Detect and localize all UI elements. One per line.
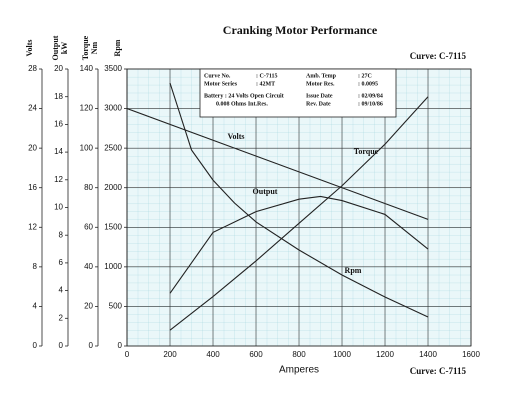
y-tick-label: 12 [28, 222, 37, 231]
series-label: Volts [227, 132, 244, 141]
x-tick-label: 1000 [333, 350, 351, 359]
y-tick-label: 20 [28, 143, 37, 152]
y-tick-label: 8 [59, 230, 64, 239]
y-tick-label: 16 [54, 120, 63, 129]
y-tick-label: 100 [80, 143, 94, 152]
series-label: Torque [354, 147, 379, 156]
info-text: : 02/09/84 [358, 93, 383, 99]
y-tick-label: 0 [89, 341, 94, 350]
y-tick-label: 18 [54, 92, 63, 101]
x-tick-label: 0 [125, 350, 130, 359]
x-tick-label: 200 [163, 350, 177, 359]
x-tick-label: 600 [249, 350, 263, 359]
y-tick-label: 2 [59, 313, 64, 322]
x-tick-label: 1600 [462, 350, 480, 359]
series-label: Rpm [345, 266, 362, 275]
info-text: : 42MT [256, 81, 275, 87]
y-tick-label: 16 [28, 183, 37, 192]
info-text: Motor Series [204, 81, 238, 87]
y-tick-label: 8 [33, 262, 38, 271]
info-text: Motor Res. [306, 81, 335, 87]
x-tick-label: 800 [292, 350, 306, 359]
info-text: Issue Date [306, 93, 333, 99]
series-line [169, 82, 429, 318]
series-label: Output [253, 187, 278, 196]
y-tick-label: 20 [84, 302, 93, 311]
y-tick-label: 140 [80, 64, 94, 73]
y-tick-label: 40 [84, 262, 93, 271]
x-tick-label: 1200 [376, 350, 394, 359]
x-tick-label: 1400 [419, 350, 437, 359]
y-tick-label: 2500 [104, 143, 122, 152]
y-tick-label: 3000 [104, 104, 122, 113]
info-text: 0.008 Ohms Int.Res. [216, 101, 268, 107]
info-text: Battery : 24 Volts Open Circuit [204, 93, 284, 99]
curve-label: Curve: C-7115 [410, 366, 467, 376]
info-box [199, 68, 397, 118]
y-tick-label: 2000 [104, 183, 122, 192]
y-tick-label: 10 [54, 203, 63, 212]
y-axis-title: Torque [81, 35, 90, 60]
info-text: Rev. Date [306, 101, 331, 107]
y-tick-label: 28 [28, 64, 37, 73]
y-tick-label: 120 [80, 104, 94, 113]
y-tick-label: 4 [59, 286, 64, 295]
y-tick-label: 12 [54, 175, 63, 184]
info-text: : 09/10/86 [358, 101, 383, 107]
series-line [169, 96, 429, 331]
y-tick-label: 500 [109, 302, 123, 311]
y-axis-title: Rpm [113, 39, 122, 56]
y-tick-label: 0 [33, 341, 38, 350]
info-text: : 0.0095 [358, 81, 378, 87]
y-tick-label: 4 [33, 302, 38, 311]
curve-label: Curve: C-7115 [410, 51, 467, 61]
info-text: : 27C [358, 73, 372, 79]
y-tick-label: 0 [118, 341, 123, 350]
y-tick-label: 80 [84, 183, 93, 192]
info-text: Amb. Temp [306, 73, 337, 79]
y-axis-title: kW [60, 42, 69, 54]
y-tick-label: 14 [54, 147, 63, 156]
y-tick-label: 1000 [104, 262, 122, 271]
y-tick-label: 6 [59, 258, 64, 267]
series-line [126, 108, 429, 220]
x-axis-label: Amperes [279, 365, 319, 376]
y-tick-label: 0 [59, 341, 64, 350]
y-axis-title: Output [51, 35, 60, 60]
chart-title: Cranking Motor Performance [223, 23, 378, 37]
y-tick-label: 3500 [104, 64, 122, 73]
series-line [169, 195, 429, 294]
x-tick-label: 400 [206, 350, 220, 359]
y-tick-label: 24 [28, 104, 37, 113]
y-tick-label: 20 [54, 64, 63, 73]
y-tick-label: 1500 [104, 222, 122, 231]
y-axis-title: Nm [90, 41, 99, 54]
info-text: : C-7115 [256, 73, 278, 79]
y-axis-title: Volts [25, 39, 34, 56]
y-tick-label: 60 [84, 222, 93, 231]
info-text: Curve No. [204, 73, 231, 79]
